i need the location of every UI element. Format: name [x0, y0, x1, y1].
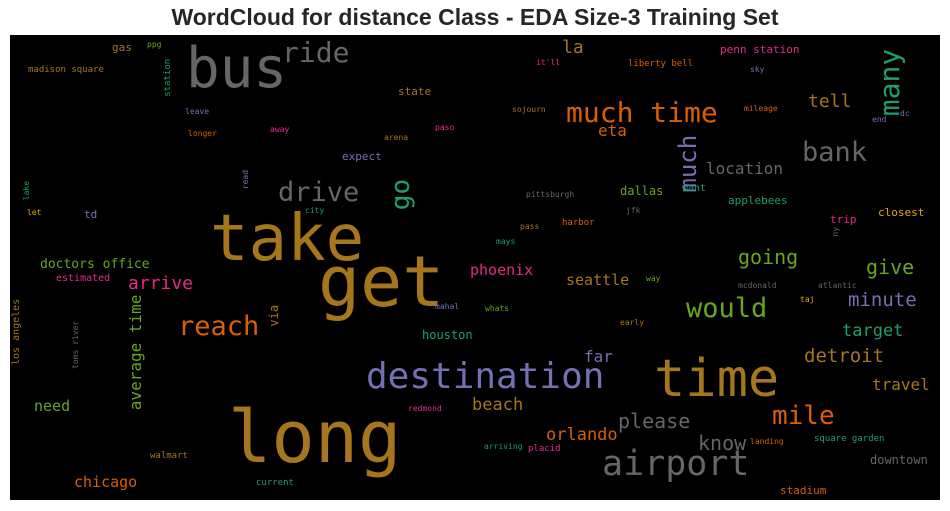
word-sky: sky — [750, 65, 765, 74]
word-placid: placid — [528, 444, 561, 454]
word-expect: expect — [342, 150, 382, 163]
word-much-time: much time — [566, 96, 718, 129]
word-walmart: walmart — [150, 451, 188, 461]
word-read: read — [241, 169, 250, 190]
word-current: current — [256, 478, 294, 488]
word-square-garden: square garden — [814, 434, 885, 444]
word-mahal: mahal — [435, 302, 460, 311]
word-would: would — [686, 293, 768, 324]
word-drive: drive — [278, 177, 360, 208]
word-ny: ny — [831, 226, 840, 237]
word-know: know — [698, 431, 747, 455]
word-tell: tell — [808, 91, 852, 112]
word-early: early — [620, 318, 645, 327]
word-airport: airport — [602, 444, 750, 484]
word-penn-station: penn station — [720, 43, 800, 56]
word-bank: bank — [802, 137, 868, 168]
word-pass: pass — [520, 222, 540, 231]
word-time: time — [654, 349, 780, 409]
word-ride: ride — [282, 36, 350, 69]
word-long: long — [228, 395, 402, 479]
word-longer: longer — [188, 129, 217, 138]
word-via: via — [267, 304, 281, 327]
word-sojourn: sojourn — [512, 105, 546, 114]
word-bus: bus — [186, 36, 288, 101]
word-jfk: jfk — [626, 206, 641, 215]
word-arrive: arrive — [128, 273, 194, 294]
wordcloud-canvas: long get take time bus destination airport much… — [10, 35, 940, 500]
word-leave: leave — [185, 107, 210, 116]
word-mcdonald: mcdonald — [738, 281, 777, 290]
word-going: going — [738, 245, 799, 269]
word-it-ll: it'll — [536, 58, 561, 67]
word-mileage: mileage — [744, 104, 778, 113]
word-stadium: stadium — [780, 484, 827, 497]
word-taj: taj — [800, 295, 815, 304]
word-ppg: ppg — [147, 40, 162, 49]
word-want: want — [682, 183, 707, 194]
word-minute: minute — [848, 289, 917, 311]
word-los-angeles: los angeles — [11, 298, 22, 365]
word-away: away — [270, 125, 290, 134]
word-dc: dc — [900, 109, 910, 118]
word-many: many — [873, 48, 906, 117]
word-chicago: chicago — [74, 473, 138, 491]
word-landing: landing — [750, 437, 784, 446]
word-far: far — [584, 347, 613, 366]
word-whats: whats — [485, 304, 510, 313]
word-orlando: orlando — [546, 425, 618, 445]
word-estimated: estimated — [56, 273, 111, 284]
word-liberty-bell: liberty bell — [628, 59, 694, 69]
word-beach: beach — [472, 395, 524, 415]
word-let: let — [27, 208, 42, 217]
word-houston: houston — [422, 328, 473, 342]
word-way: way — [646, 274, 661, 283]
word-detroit: detroit — [804, 345, 885, 367]
word-arriving: arriving — [484, 442, 523, 451]
word-closest: closest — [878, 206, 925, 219]
word-downtown: downtown — [870, 453, 928, 467]
word-end: end — [872, 115, 887, 124]
word-paso: paso — [435, 123, 455, 132]
word-eta: eta — [598, 121, 627, 140]
word-go: go — [386, 178, 416, 211]
word-lake: lake — [22, 180, 31, 201]
word-travel: travel — [872, 375, 930, 394]
word-dallas: dallas — [620, 184, 664, 198]
word-madison-square: madison square — [28, 65, 104, 75]
word-mays: mays — [496, 237, 516, 246]
word-please: please — [618, 409, 691, 433]
word-target: target — [842, 321, 904, 341]
word-pittsburgh: pittsburgh — [526, 190, 575, 199]
word-state: state — [398, 85, 432, 98]
word-take: take — [210, 202, 365, 276]
word-doctors-office: doctors office — [40, 257, 150, 272]
word-city: city — [305, 206, 325, 215]
word-trip: trip — [830, 213, 857, 226]
word-redmond: redmond — [408, 404, 442, 413]
word-reach: reach — [178, 311, 260, 342]
word-atlantic: atlantic — [818, 281, 857, 290]
word-location: location — [706, 159, 784, 178]
word-phoenix: phoenix — [470, 261, 534, 279]
word-td: td — [84, 208, 98, 221]
word-give: give — [866, 255, 915, 279]
word-destination: destination — [366, 356, 605, 397]
word-average-time: average time — [126, 294, 145, 411]
word-need: need — [34, 397, 71, 415]
word-get: get — [318, 241, 445, 323]
word-mile: mile — [772, 401, 835, 431]
word-applebees: applebees — [728, 194, 788, 207]
chart-title: WordCloud for distance Class - EDA Size-… — [171, 4, 779, 30]
word-toms-river: toms river — [71, 320, 80, 369]
word-la: la — [562, 37, 584, 58]
word-seattle: seattle — [566, 271, 630, 289]
word-arena: arena — [384, 133, 409, 142]
word-gas: gas — [112, 41, 132, 54]
word-station: station — [163, 58, 173, 97]
word-harbor: harbor — [562, 218, 595, 228]
